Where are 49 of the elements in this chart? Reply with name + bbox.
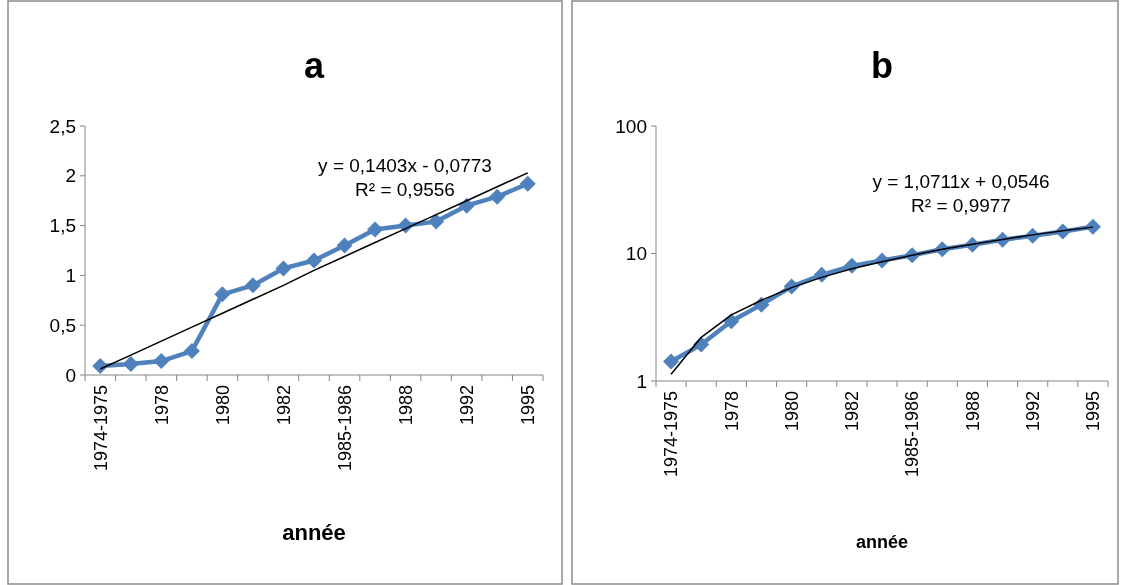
point (489, 188, 506, 205)
chart-title: a (303, 45, 325, 86)
x-tick-label: 1995 (1083, 391, 1104, 432)
chart-title: b (871, 45, 893, 86)
x-tick-label: 1978 (721, 391, 742, 432)
y-tick-label: 100 (615, 115, 647, 137)
x-tick-label: 1974-1975 (90, 385, 111, 472)
point (367, 221, 384, 238)
x-tick-label: 1980 (212, 385, 233, 426)
x-axis-title: année (855, 532, 909, 552)
point (458, 197, 475, 214)
y-tick-label: 2,5 (49, 115, 76, 137)
point (244, 277, 261, 294)
x-tick-label: 1985-1986 (334, 385, 355, 472)
x-tick-label: 1978 (151, 385, 172, 426)
y-tick-label: 2 (65, 165, 76, 187)
x-tick-label: 1982 (273, 385, 294, 426)
point (428, 213, 445, 230)
y-tick-label: 10 (625, 243, 647, 265)
point (92, 358, 109, 375)
y-tick-label: 1 (636, 370, 647, 392)
point (214, 286, 231, 303)
annotation: R² = 0,9977 (911, 195, 1011, 216)
point (1084, 218, 1101, 235)
x-tick-label: 1995 (518, 385, 539, 426)
x-tick-label: 1980 (781, 391, 802, 432)
x-tick-label: 1988 (395, 385, 416, 426)
x-tick-label: 1992 (1022, 391, 1043, 432)
point (183, 343, 200, 360)
point (306, 252, 322, 269)
point (122, 356, 139, 373)
point (519, 175, 536, 192)
y-tick-label: 1 (65, 265, 76, 287)
x-tick-label: 1988 (962, 391, 983, 432)
point (153, 353, 170, 370)
y-tick-label: 0 (65, 364, 76, 386)
point (663, 353, 680, 370)
x-tick-label: 1982 (842, 391, 863, 432)
annotation: R² = 0,9556 (355, 179, 455, 200)
annotation: y = 0,1403x - 0,0773 (318, 155, 492, 176)
y-tick-label: 0,5 (49, 314, 76, 336)
y-tick-label: 1,5 (49, 215, 76, 237)
x-tick-label: 1992 (456, 385, 477, 426)
annotation: y = 1,0711x + 0,0546 (872, 171, 1050, 192)
point (336, 237, 353, 254)
x-tick-label: 1974-1975 (661, 391, 682, 478)
point (275, 260, 292, 277)
x-axis-title: année (282, 520, 346, 545)
x-tick-label: 1985-1986 (902, 391, 923, 478)
